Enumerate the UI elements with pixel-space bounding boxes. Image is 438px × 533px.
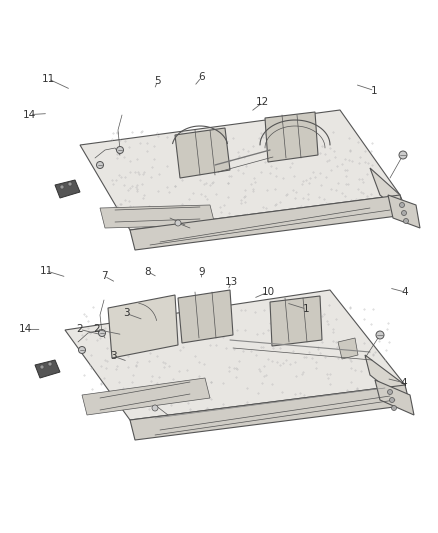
Polygon shape	[82, 378, 210, 415]
Circle shape	[78, 346, 85, 353]
Circle shape	[399, 203, 405, 207]
Circle shape	[99, 329, 106, 336]
Circle shape	[392, 406, 396, 410]
Text: 10: 10	[261, 287, 275, 297]
Circle shape	[96, 161, 103, 168]
Circle shape	[60, 185, 64, 189]
Polygon shape	[65, 290, 405, 420]
Circle shape	[68, 182, 72, 186]
Polygon shape	[265, 112, 318, 162]
Text: 3: 3	[110, 351, 117, 361]
Circle shape	[399, 151, 407, 159]
Circle shape	[117, 147, 124, 154]
Polygon shape	[35, 360, 60, 378]
Text: 9: 9	[198, 267, 205, 277]
Text: 11: 11	[39, 266, 53, 276]
Text: 8: 8	[145, 267, 152, 277]
Text: 5: 5	[154, 76, 161, 86]
Circle shape	[389, 398, 395, 402]
Polygon shape	[108, 295, 178, 358]
Polygon shape	[80, 110, 400, 230]
Polygon shape	[100, 205, 215, 228]
Text: 11: 11	[42, 74, 55, 84]
Text: 2: 2	[93, 325, 100, 334]
Text: 12: 12	[256, 98, 269, 107]
Circle shape	[175, 220, 181, 226]
Text: 13: 13	[225, 278, 238, 287]
Polygon shape	[130, 195, 405, 250]
Text: 6: 6	[198, 72, 205, 82]
Text: 14: 14	[23, 110, 36, 119]
Polygon shape	[365, 355, 408, 405]
Polygon shape	[375, 380, 414, 415]
Text: 7: 7	[101, 271, 108, 281]
Text: 1: 1	[303, 304, 310, 314]
Circle shape	[402, 211, 406, 215]
Text: 14: 14	[19, 325, 32, 334]
Polygon shape	[388, 195, 420, 228]
Circle shape	[152, 405, 158, 411]
Polygon shape	[55, 180, 80, 198]
Text: 3: 3	[123, 309, 130, 318]
Polygon shape	[370, 168, 410, 220]
Circle shape	[388, 390, 392, 394]
Text: 4: 4	[400, 378, 407, 387]
Circle shape	[376, 331, 384, 339]
Polygon shape	[130, 385, 410, 440]
Text: 4: 4	[402, 287, 409, 297]
Polygon shape	[338, 338, 358, 359]
Circle shape	[403, 219, 409, 223]
Polygon shape	[175, 128, 230, 178]
Text: 1: 1	[371, 86, 378, 95]
Text: 2: 2	[76, 325, 83, 334]
Circle shape	[40, 365, 44, 369]
Circle shape	[48, 362, 52, 366]
Polygon shape	[178, 290, 233, 343]
Polygon shape	[270, 296, 322, 346]
